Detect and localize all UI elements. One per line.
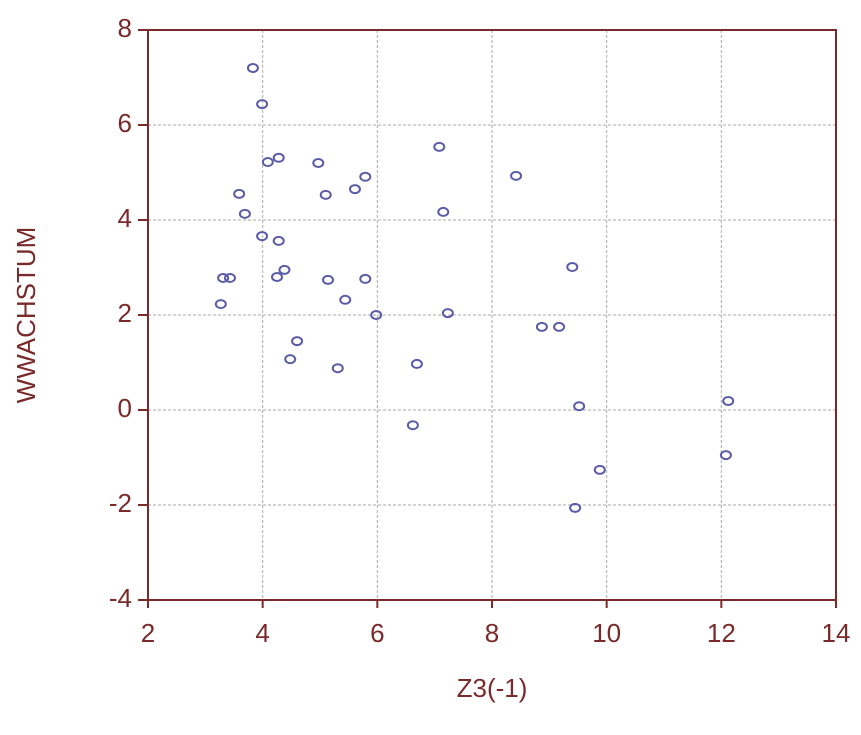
point: [437, 206, 450, 217]
point: [370, 310, 383, 320]
x-tick-label: 12: [707, 618, 736, 648]
point: [593, 464, 606, 475]
y-tick-label: 2: [118, 298, 132, 328]
point: [256, 99, 269, 110]
point: [223, 272, 236, 283]
x-tick-label: 4: [255, 618, 269, 648]
point: [566, 262, 579, 273]
y-axis-label: WWACHSTUM: [11, 227, 41, 404]
point: [406, 420, 419, 431]
y-tick-label: 6: [118, 108, 132, 138]
point: [553, 321, 566, 332]
point: [238, 208, 251, 219]
x-tick-label: 10: [592, 618, 621, 648]
y-tick-label: -2: [109, 488, 132, 518]
point: [339, 294, 352, 305]
point: [510, 170, 523, 181]
point: [410, 358, 423, 369]
y-tick-label: 0: [118, 393, 132, 423]
point: [359, 273, 372, 284]
point: [441, 308, 454, 319]
plot-frame: [147, 29, 837, 601]
point: [331, 363, 344, 374]
point: [348, 184, 361, 195]
point: [319, 189, 332, 200]
point: [272, 235, 285, 246]
point: [569, 502, 582, 513]
y-tick-label: 8: [118, 13, 132, 43]
point: [722, 395, 735, 406]
point: [261, 157, 274, 168]
point: [312, 158, 325, 168]
point: [322, 274, 335, 285]
point: [271, 272, 283, 282]
x-tick-label: 6: [370, 618, 384, 648]
x-tick-label: 14: [822, 618, 851, 648]
x-axis-label: Z3(-1): [457, 673, 528, 703]
point: [535, 321, 548, 332]
x-tick-label: 2: [141, 618, 155, 648]
point: [719, 450, 732, 461]
point: [278, 264, 291, 275]
point: [359, 171, 372, 182]
point: [284, 354, 297, 365]
point: [214, 299, 227, 310]
point: [233, 188, 246, 199]
point: [573, 401, 586, 412]
point: [256, 231, 269, 242]
point: [246, 63, 259, 73]
x-tick-label: 8: [485, 618, 499, 648]
point: [433, 141, 446, 152]
point: [217, 272, 230, 283]
y-tick-label: -4: [109, 583, 132, 613]
point: [272, 152, 285, 163]
point: [291, 336, 304, 347]
y-tick-label: 4: [118, 203, 132, 233]
